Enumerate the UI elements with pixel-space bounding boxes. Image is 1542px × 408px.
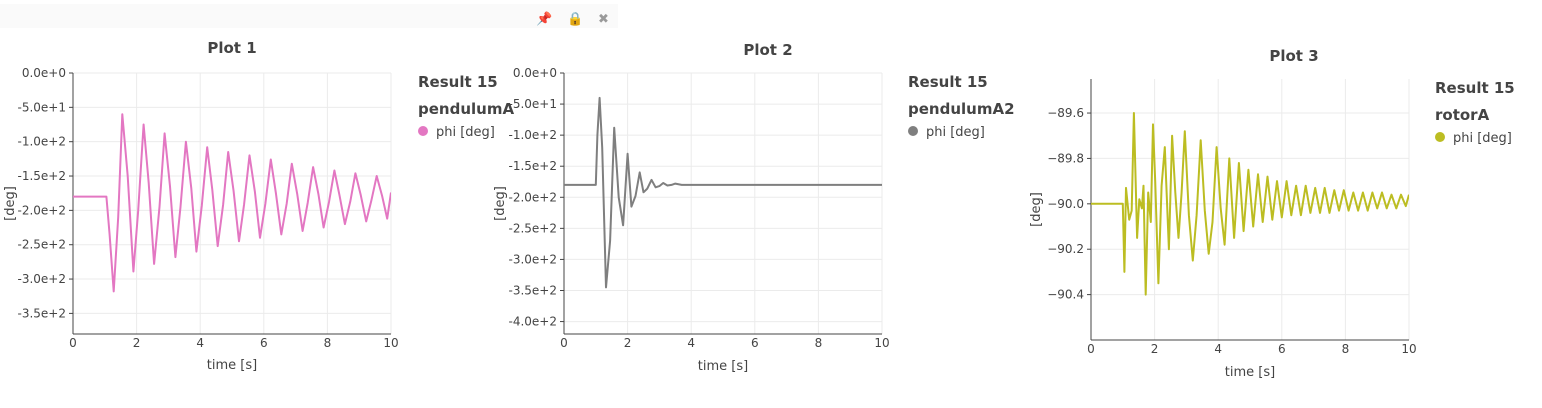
y-tick-label: -1.0e+2 (18, 135, 67, 149)
y-tick-label: −90.2 (1047, 242, 1084, 256)
y-tick-label: -2.0e+2 (18, 203, 67, 217)
y-tick-label: -1.5e+2 (18, 169, 67, 183)
y-tick-label: -5.0e+1 (18, 100, 67, 114)
legend-title-line2: pendulumA (418, 100, 514, 118)
modebar: 📌 🔒 ✖ (0, 4, 618, 28)
y-tick-label: −90.4 (1047, 288, 1084, 302)
x-axis-title: time [s] (1225, 365, 1275, 380)
legend-item: phi [deg] (436, 125, 495, 140)
lock-icon[interactable]: 🔒 (567, 12, 584, 27)
x-axis-title: time [s] (698, 359, 748, 374)
y-tick-label: -3.0e+2 (18, 272, 67, 286)
x-tick-label: 6 (751, 336, 759, 350)
y-tick-label: −89.8 (1047, 151, 1084, 165)
legend-marker (418, 126, 428, 136)
y-tick-label: -2.5e+2 (509, 221, 558, 235)
x-tick-label: 0 (560, 336, 568, 350)
x-tick-label: 8 (815, 336, 823, 350)
chart-title: Plot 1 (207, 39, 256, 57)
legend-title-line2: pendulumA2 (908, 100, 1015, 118)
pin-icon[interactable]: 📌 (536, 12, 553, 27)
x-tick-label: 6 (260, 336, 268, 350)
chart-3: 0 2 4 6 8 10 −89.6 −89.8 −90.0 −90.2 −90.4 Plot 3 ti… (1029, 47, 1515, 380)
x-tick-label: 10 (383, 336, 398, 350)
y-axis-title: [deg] (3, 186, 18, 221)
chart-1: 0 2 4 6 8 10 0.0e+0 -5.0e+1 -1.0e+2 -1.5e+2 -2.0e+… (3, 39, 514, 373)
x-tick-label: 8 (1342, 342, 1350, 356)
series-line (564, 96, 882, 289)
x-tick-label: 0 (69, 336, 77, 350)
legend-item: phi [deg] (1453, 131, 1512, 146)
x-tick-label: 4 (1214, 342, 1222, 356)
y-tick-label: −89.6 (1047, 106, 1084, 120)
close-icon[interactable]: ✖ (598, 12, 609, 27)
x-tick-label: 8 (324, 336, 332, 350)
series-line (1091, 112, 1409, 296)
x-axis-title: time [s] (207, 358, 257, 373)
x-tick-label: 4 (687, 336, 695, 350)
x-tick-label: 2 (133, 336, 141, 350)
y-tick-label: -5.0e+1 (509, 97, 558, 111)
legend-marker (908, 126, 918, 136)
legend-title-line1: Result 15 (1435, 79, 1515, 97)
x-tick-label: 0 (1087, 342, 1095, 356)
x-tick-label: 10 (874, 336, 889, 350)
y-tick-label: -3.0e+2 (509, 252, 558, 266)
y-tick-label: -3.5e+2 (509, 284, 558, 298)
legend-marker (1435, 132, 1445, 142)
y-tick-label: -1.5e+2 (509, 159, 558, 173)
legend-title-line1: Result 15 (418, 73, 498, 91)
series-line (73, 113, 391, 293)
x-tick-label: 4 (196, 336, 204, 350)
x-tick-label: 10 (1401, 342, 1416, 356)
chart-title: Plot 3 (1269, 47, 1318, 65)
chart-title: Plot 2 (743, 41, 792, 59)
y-axis-title: [deg] (1029, 192, 1044, 227)
y-tick-label: -2.0e+2 (509, 190, 558, 204)
x-tick-label: 2 (624, 336, 632, 350)
legend-item: phi [deg] (926, 125, 985, 140)
y-axis-title: [deg] (493, 186, 508, 221)
x-tick-label: 2 (1151, 342, 1159, 356)
y-tick-label: -2.5e+2 (18, 238, 67, 252)
legend-title-line1: Result 15 (908, 73, 988, 91)
y-tick-label: −90.0 (1047, 197, 1084, 211)
legend-title-line2: rotorA (1435, 106, 1490, 124)
y-tick-label: -4.0e+2 (509, 315, 558, 329)
y-tick-label: 0.0e+0 (513, 66, 557, 80)
y-tick-label: 0.0e+0 (22, 66, 66, 80)
chart-2: 0 2 4 6 8 10 0.0e+0 -5.0e+1 -1.0e+2 -1.5e+2 -2.0e+… (493, 41, 1015, 374)
x-tick-label: 6 (1278, 342, 1286, 356)
y-tick-label: -1.0e+2 (509, 128, 558, 142)
y-tick-label: -3.5e+2 (18, 306, 67, 320)
